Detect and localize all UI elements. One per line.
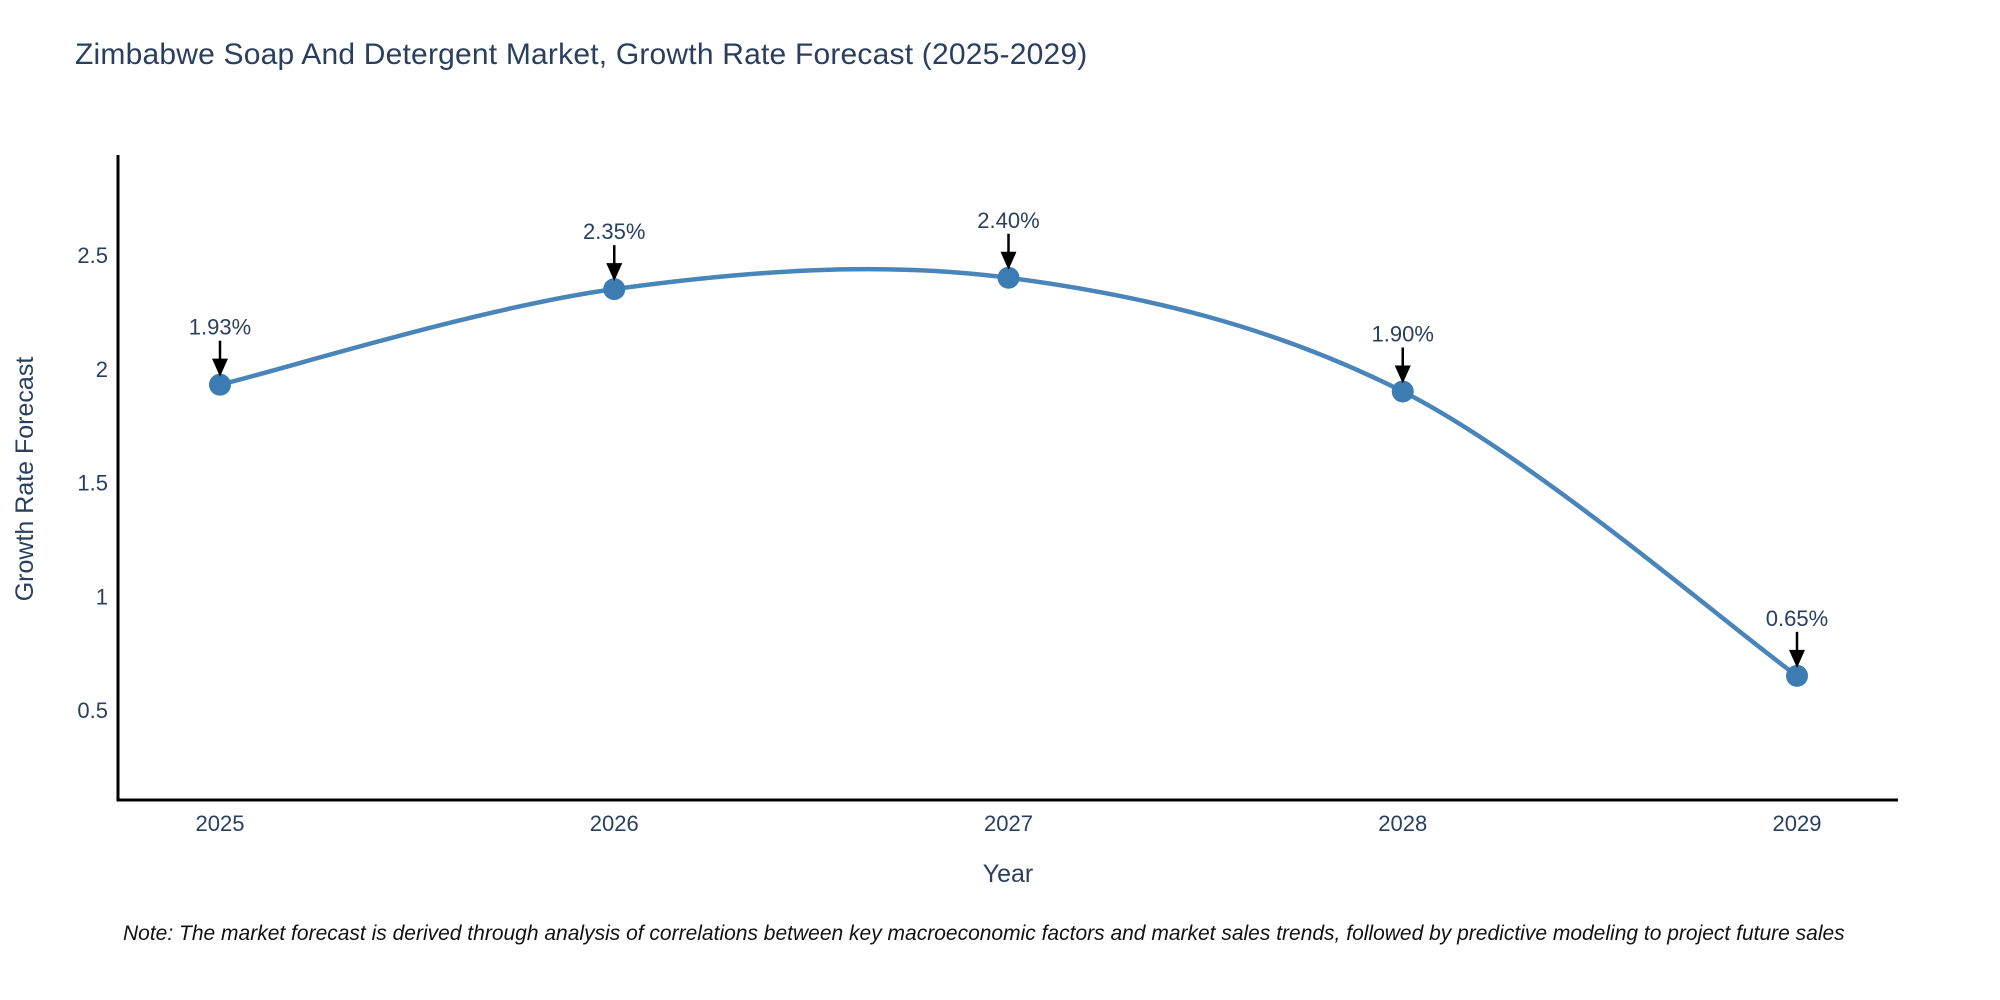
annotation-arrowhead — [1394, 365, 1411, 384]
y-tick-label: 1 — [96, 584, 108, 609]
annotation-arrowhead — [606, 263, 623, 282]
chart-title: Zimbabwe Soap And Detergent Market, Grow… — [75, 38, 1088, 71]
point-label: 1.93% — [189, 315, 251, 340]
data-point-2025 — [209, 373, 231, 396]
y-tick-label: 0.5 — [77, 698, 108, 723]
point-label: 2.40% — [977, 208, 1039, 233]
footnote: Note: The market forecast is derived thr… — [123, 922, 1845, 945]
data-point-2029 — [1786, 664, 1808, 687]
x-tick-label: 2029 — [1773, 811, 1822, 836]
y-tick-label: 1.5 — [77, 471, 108, 496]
x-tick-label: 2025 — [196, 811, 245, 836]
data-point-2026 — [603, 278, 626, 301]
forecast-line — [217, 266, 1800, 679]
point-label: 1.90% — [1372, 322, 1434, 347]
point-label: 0.65% — [1766, 606, 1828, 631]
x-tick-label: 2027 — [984, 811, 1033, 836]
point-label: 2.35% — [583, 219, 645, 244]
x-tick-label: 2028 — [1378, 811, 1427, 836]
y-tick-label: 2.5 — [77, 243, 108, 268]
annotation-arrowhead — [1000, 251, 1017, 270]
annotation-arrowhead — [212, 358, 228, 377]
x-tick-label: 2026 — [590, 811, 639, 836]
annotation-arrowhead — [1789, 649, 1805, 668]
y-tick-label: 2 — [96, 357, 108, 382]
x-axis-title: Year — [982, 860, 1034, 888]
data-point-2028 — [1391, 380, 1414, 403]
data-point-2027 — [997, 266, 1020, 289]
